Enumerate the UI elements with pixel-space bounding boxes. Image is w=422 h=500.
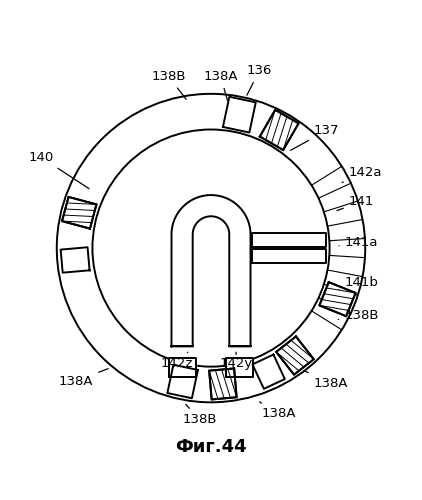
Text: 138B: 138B (151, 70, 186, 100)
Polygon shape (61, 248, 89, 272)
Text: 136: 136 (246, 64, 272, 95)
Text: 138B: 138B (182, 404, 216, 426)
Text: 140: 140 (29, 151, 89, 188)
Text: 141a: 141a (339, 236, 378, 249)
Text: 141: 141 (337, 196, 374, 210)
Text: 141b: 141b (339, 276, 378, 289)
Text: 138A: 138A (260, 402, 296, 420)
Polygon shape (260, 110, 299, 150)
Polygon shape (252, 232, 326, 247)
Text: 137: 137 (291, 124, 339, 150)
Polygon shape (260, 110, 299, 150)
Text: 138A: 138A (59, 368, 108, 388)
Text: 142a: 142a (342, 166, 382, 182)
Polygon shape (171, 195, 251, 346)
Polygon shape (252, 354, 285, 389)
Text: 138A: 138A (304, 370, 348, 390)
Polygon shape (223, 97, 256, 132)
Polygon shape (276, 336, 314, 374)
Text: 138B: 138B (338, 309, 379, 322)
Polygon shape (319, 282, 356, 316)
Polygon shape (62, 197, 97, 228)
Polygon shape (209, 368, 237, 400)
Polygon shape (276, 336, 314, 374)
Polygon shape (252, 249, 326, 264)
Text: 138A: 138A (203, 70, 238, 101)
Polygon shape (168, 364, 198, 398)
Text: Фиг.44: Фиг.44 (175, 438, 247, 456)
Text: 142z: 142z (160, 352, 192, 370)
Polygon shape (62, 197, 97, 228)
Polygon shape (168, 358, 195, 377)
Polygon shape (319, 282, 356, 316)
Polygon shape (209, 368, 237, 400)
Polygon shape (227, 358, 254, 377)
Text: 142y: 142y (219, 352, 253, 370)
